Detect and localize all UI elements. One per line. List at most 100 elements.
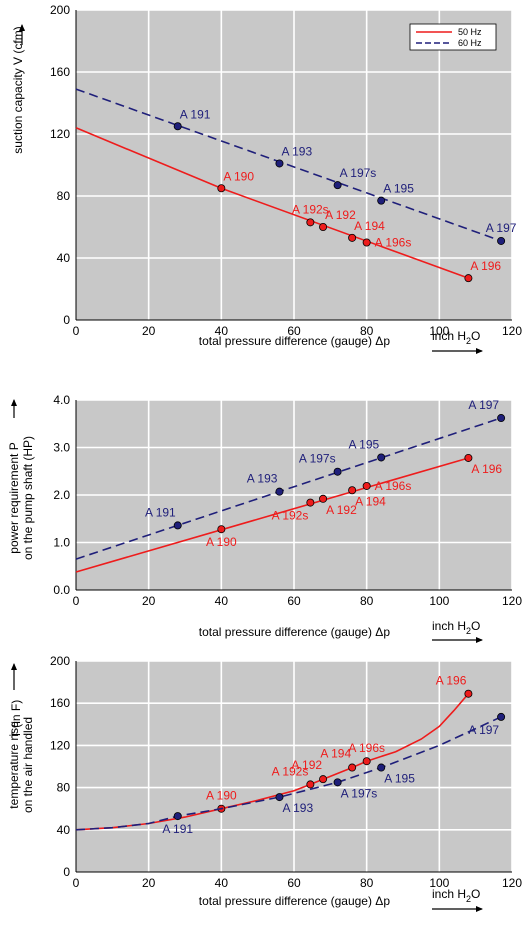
- data-point-label: A 195: [348, 437, 379, 451]
- data-point: [319, 775, 328, 784]
- data-point-label: A 193: [281, 144, 312, 158]
- data-point: [348, 233, 357, 242]
- y-axis-label-2: T (in F): [9, 700, 23, 738]
- y-tick-label: 160: [50, 696, 70, 710]
- series-60hz: A 191 A 193 A 197s A 195 A 197: [75, 712, 506, 836]
- data-point-label: A 190: [206, 789, 237, 803]
- x-tick-label: 80: [360, 594, 374, 608]
- x-tick-label: 60: [287, 594, 301, 608]
- series-line: [75, 693, 470, 831]
- legend-label: 60 Hz: [458, 38, 482, 48]
- x-tick-label: 120: [502, 324, 522, 338]
- x-tick-label: 0: [73, 324, 80, 338]
- data-point: [464, 453, 473, 462]
- y-tick-label: 40: [57, 251, 71, 265]
- series-line: [75, 417, 502, 560]
- data-point: [217, 184, 226, 193]
- data-point: [306, 498, 315, 507]
- x-tick-label: 120: [502, 876, 522, 890]
- y-tick-label: 0: [63, 865, 70, 879]
- series-60hz: A 191 A 193 A 197s A 195 A 197: [75, 88, 517, 245]
- data-point: [333, 778, 342, 787]
- data-point-label: A 194: [320, 747, 351, 761]
- data-point-label: A 197: [486, 221, 517, 235]
- x-tick-label: 20: [142, 594, 156, 608]
- data-point-label: A 191: [145, 505, 176, 519]
- series-line: [75, 716, 502, 831]
- data-point: [319, 222, 328, 231]
- data-point: [173, 521, 182, 530]
- data-point-label: A 190: [206, 535, 237, 549]
- data-point: [348, 763, 357, 772]
- data-point-label: A 192: [326, 503, 357, 517]
- y-tick-label: 2.0: [53, 488, 70, 502]
- x-tick-label: 100: [429, 594, 449, 608]
- data-point-label: A 194: [354, 219, 385, 233]
- data-point: [377, 763, 386, 772]
- data-point: [306, 218, 315, 227]
- data-point: [319, 494, 328, 503]
- data-point-label: A 196s: [375, 236, 412, 250]
- data-point-label: A 196: [471, 462, 502, 476]
- data-point: [497, 236, 506, 245]
- data-point-label: A 192s: [272, 764, 309, 778]
- y-axis-label: suction capacity V (cfm): [11, 26, 25, 153]
- y-axis-label: on the pump shaft (HP): [21, 436, 35, 560]
- y-tick-label: 120: [50, 738, 70, 752]
- x-tick-label: 0: [73, 594, 80, 608]
- data-point: [275, 159, 284, 168]
- data-point: [362, 238, 371, 247]
- data-point: [333, 467, 342, 476]
- x-axis-label: total pressure difference (gauge) Δp: [199, 894, 391, 908]
- chart-panel-3: 0 20 40 60 80 100 120 0 40 80 120 160 200 temperature…: [7, 654, 522, 912]
- x-tick-label: 100: [429, 324, 449, 338]
- chart-panel-1: 0 20 40 60 80 100 120 0 40 80 120 160 200 suction cap…: [11, 3, 522, 354]
- data-point: [333, 181, 342, 190]
- x-tick-label: 80: [360, 324, 374, 338]
- data-point-label: A 194: [355, 494, 386, 508]
- data-point: [348, 486, 357, 495]
- x-tick-label: 0: [73, 876, 80, 890]
- data-point-label: A 196: [470, 259, 501, 273]
- x-axis-unit: inch H2O: [432, 329, 480, 346]
- y-tick-label: 4.0: [53, 393, 70, 407]
- series-line: [75, 88, 502, 242]
- x-tick-label: 60: [287, 324, 301, 338]
- x-axis-label: total pressure difference (gauge) Δp: [199, 625, 391, 639]
- y-tick-label: 160: [50, 65, 70, 79]
- x-tick-label: 80: [360, 876, 374, 890]
- y-axis-label: power requirement P: [7, 442, 21, 553]
- y-tick-label: 0.0: [53, 583, 70, 597]
- data-point: [275, 487, 284, 496]
- y-tick-label: 200: [50, 3, 70, 17]
- data-point-label: A 197s: [299, 452, 336, 466]
- x-tick-label: 60: [287, 876, 301, 890]
- data-point-label: A 196: [436, 674, 467, 688]
- x-tick-label: 20: [142, 324, 156, 338]
- y-axis-label: temperature rise: [7, 721, 21, 809]
- data-point-label: A 195: [384, 772, 415, 786]
- y-tick-label: 3.0: [53, 441, 70, 455]
- data-point: [497, 712, 506, 721]
- data-point: [217, 525, 226, 534]
- data-point-label: A 196s: [348, 741, 385, 755]
- y-tick-label: 40: [57, 823, 71, 837]
- x-tick-label: 120: [502, 594, 522, 608]
- data-point-label: A 192s: [272, 509, 309, 523]
- data-point-label: A 191: [180, 107, 211, 121]
- data-point-label: A 197: [468, 398, 499, 412]
- x-tick-label: 100: [429, 876, 449, 890]
- data-point-label: A 192s: [292, 202, 329, 216]
- chart-panel-2: 0 20 40 60 80 100 120 0.0 1.0 2.0 3.0 4.0 power requ…: [7, 393, 522, 643]
- x-tick-label: 20: [142, 876, 156, 890]
- data-point-label: A 193: [282, 801, 313, 815]
- series-line: [75, 457, 469, 573]
- data-point: [173, 812, 182, 821]
- y-tick-label: 1.0: [53, 536, 70, 550]
- data-point: [464, 274, 473, 283]
- x-axis-unit: inch H2O: [432, 619, 480, 636]
